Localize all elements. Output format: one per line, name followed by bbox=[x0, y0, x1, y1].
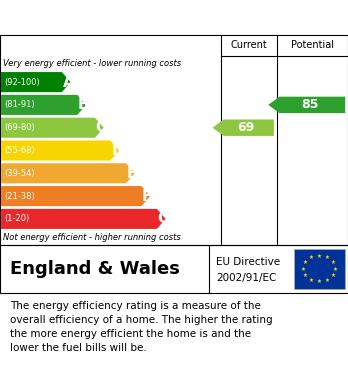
Text: Very energy efficient - lower running costs: Very energy efficient - lower running co… bbox=[3, 59, 182, 68]
Text: ★: ★ bbox=[317, 254, 322, 258]
Text: (55-68): (55-68) bbox=[5, 146, 35, 155]
Text: England & Wales: England & Wales bbox=[10, 260, 180, 278]
Text: G: G bbox=[158, 212, 170, 226]
Polygon shape bbox=[1, 186, 150, 206]
Text: ★: ★ bbox=[325, 278, 330, 283]
Text: (92-100): (92-100) bbox=[5, 77, 40, 86]
Text: ★: ★ bbox=[331, 260, 336, 265]
Text: ★: ★ bbox=[333, 267, 338, 271]
Text: The energy efficiency rating is a measure of the
overall efficiency of a home. T: The energy efficiency rating is a measur… bbox=[10, 301, 273, 353]
Text: Not energy efficient - higher running costs: Not energy efficient - higher running co… bbox=[3, 233, 181, 242]
Text: 85: 85 bbox=[301, 99, 318, 111]
Text: EU Directive: EU Directive bbox=[216, 257, 280, 267]
Polygon shape bbox=[1, 209, 166, 229]
Text: (69-80): (69-80) bbox=[5, 123, 35, 132]
Text: ★: ★ bbox=[303, 273, 308, 278]
Text: ★: ★ bbox=[303, 260, 308, 265]
Polygon shape bbox=[268, 97, 345, 113]
Polygon shape bbox=[1, 72, 71, 92]
Text: Potential: Potential bbox=[291, 41, 334, 50]
Polygon shape bbox=[1, 118, 104, 138]
Text: Energy Efficiency Rating: Energy Efficiency Rating bbox=[10, 10, 220, 25]
Text: (81-91): (81-91) bbox=[5, 100, 35, 109]
Text: D: D bbox=[111, 143, 124, 158]
Text: B: B bbox=[78, 97, 90, 112]
Text: ★: ★ bbox=[301, 267, 306, 271]
Text: (39-54): (39-54) bbox=[5, 169, 35, 178]
Polygon shape bbox=[1, 140, 119, 161]
Polygon shape bbox=[1, 95, 86, 115]
Text: ★: ★ bbox=[309, 278, 314, 283]
Text: (21-38): (21-38) bbox=[5, 192, 35, 201]
Text: ★: ★ bbox=[317, 280, 322, 284]
Polygon shape bbox=[213, 120, 274, 136]
Text: A: A bbox=[63, 75, 74, 90]
Text: (1-20): (1-20) bbox=[5, 214, 30, 223]
Text: E: E bbox=[127, 166, 137, 181]
Text: C: C bbox=[96, 120, 107, 135]
Text: 69: 69 bbox=[237, 121, 255, 134]
Text: ★: ★ bbox=[325, 255, 330, 260]
Polygon shape bbox=[1, 163, 135, 183]
FancyBboxPatch shape bbox=[294, 249, 345, 289]
Text: F: F bbox=[142, 188, 152, 204]
Text: 2002/91/EC: 2002/91/EC bbox=[216, 273, 276, 283]
Text: Current: Current bbox=[230, 41, 267, 50]
Text: ★: ★ bbox=[331, 273, 336, 278]
Text: ★: ★ bbox=[309, 255, 314, 260]
